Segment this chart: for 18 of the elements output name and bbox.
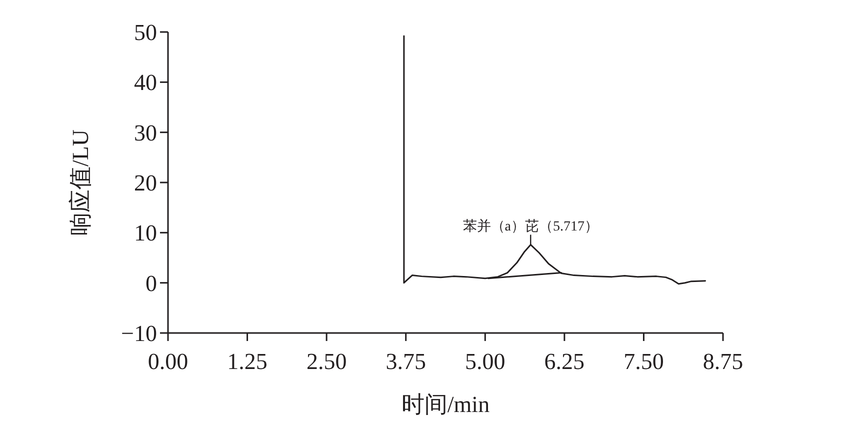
x-tick-label: 6.25 [544,349,585,374]
y-axis-title: 响应值/LU [68,129,93,236]
y-tick-label: 30 [134,120,157,146]
y-tick-label: −10 [121,321,157,346]
x-tick-label: 3.75 [386,349,426,374]
x-tick-label: 0.00 [148,349,188,374]
annotation: 苯并（a）芘（5.717） [462,218,598,235]
y-tick-label: 50 [134,20,157,45]
y-tick-label: 0 [146,270,157,296]
x-axis-title: 时间/min [401,392,490,417]
x-tick-label: 7.50 [624,349,664,374]
y-tick-label: 10 [134,220,157,246]
x-tick-label: 1.25 [227,349,268,374]
y-tick-label: 20 [134,170,157,196]
x-tick-label: 5.00 [465,349,506,374]
x-tick-label: 8.75 [702,349,744,374]
x-tick-label: 2.50 [306,349,347,374]
y-tick-label: 40 [134,70,157,96]
